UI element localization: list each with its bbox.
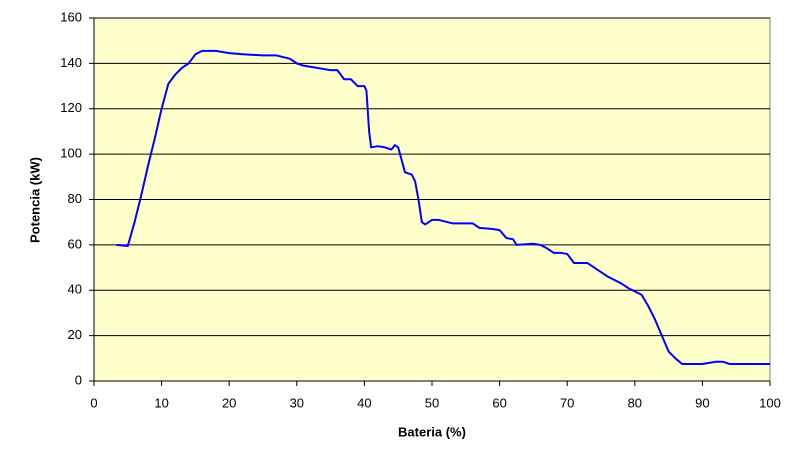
y-tick-label: 60 — [68, 236, 82, 251]
x-tick-label: 0 — [90, 395, 97, 410]
data-line — [116, 49, 770, 365]
x-tick-label: 100 — [759, 395, 781, 410]
y-tick-label: 0 — [75, 372, 82, 387]
y-tick-label: 160 — [60, 9, 82, 24]
x-tick-label: 10 — [154, 395, 168, 410]
x-tick-label: 40 — [357, 395, 371, 410]
x-tick-label: 70 — [560, 395, 574, 410]
x-tick-label: 90 — [695, 395, 709, 410]
x-tick-label: 60 — [492, 395, 506, 410]
y-tick-label: 140 — [60, 55, 82, 70]
x-tick-label: 20 — [222, 395, 236, 410]
y-tick-label: 80 — [68, 191, 82, 206]
y-axis-title: Potencia (kW) — [27, 157, 42, 243]
x-tick-label: 30 — [290, 395, 304, 410]
y-tick-label: 20 — [68, 327, 82, 342]
y-tick-label: 40 — [68, 282, 82, 297]
x-tick-label: 80 — [628, 395, 642, 410]
x-tick-label: 50 — [425, 395, 439, 410]
y-tick-label: 100 — [60, 146, 82, 161]
y-tick-label: 120 — [60, 100, 82, 115]
x-axis-title: Bateria (%) — [398, 424, 466, 439]
